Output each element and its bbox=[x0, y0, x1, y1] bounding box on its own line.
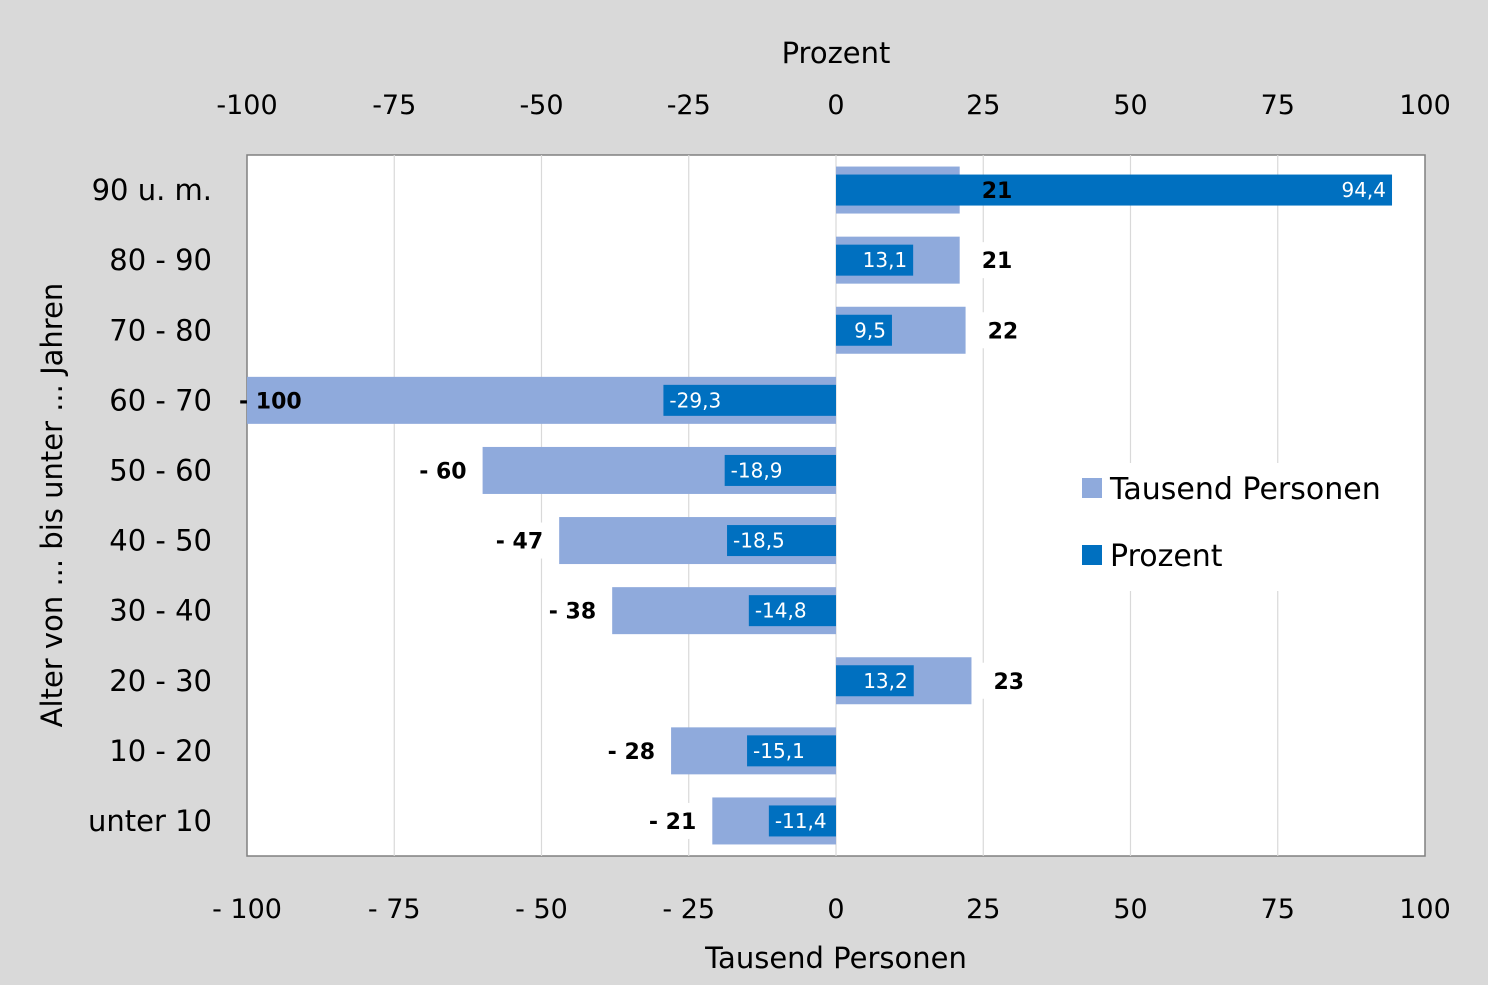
top-tick-label: -100 bbox=[216, 90, 277, 121]
category-label: 90 u. m. bbox=[92, 173, 212, 207]
top-tick-label: -50 bbox=[519, 90, 563, 121]
bar-prozent bbox=[747, 735, 836, 767]
bottom-tick-label: - 25 bbox=[662, 894, 715, 925]
data-label-prozent: -14,8 bbox=[755, 599, 807, 623]
bar-prozent bbox=[727, 525, 836, 557]
data-label-prozent: -15,1 bbox=[753, 739, 805, 763]
data-label-background bbox=[542, 592, 605, 629]
category-label: 10 - 20 bbox=[109, 734, 212, 768]
legend: Tausend Personen Prozent bbox=[1068, 463, 1400, 591]
bottom-axis-title: Tausend Personen bbox=[704, 941, 967, 975]
data-label-background bbox=[601, 732, 664, 769]
bottom-tick-label: 0 bbox=[827, 894, 844, 925]
category-label: unter 10 bbox=[88, 804, 212, 838]
data-label-tausend: 21 bbox=[982, 179, 1013, 204]
data-label-tausend: 22 bbox=[988, 319, 1019, 344]
data-label-background bbox=[967, 242, 1030, 279]
data-label-prozent: 9,5 bbox=[854, 318, 886, 342]
top-tick-label: -25 bbox=[667, 90, 711, 121]
category-label: 20 - 30 bbox=[109, 664, 212, 698]
bar-prozent bbox=[724, 454, 836, 486]
data-label-background bbox=[489, 522, 552, 559]
bar-prozent bbox=[836, 314, 892, 346]
bottom-tick-label: - 75 bbox=[368, 894, 421, 925]
top-tick-label: 75 bbox=[1261, 90, 1295, 121]
top-tick-label: 25 bbox=[966, 90, 1000, 121]
data-label-tausend: 23 bbox=[993, 670, 1024, 695]
top-axis-title: Prozent bbox=[782, 36, 891, 70]
bar-prozent bbox=[748, 595, 836, 627]
data-label-tausend: - 21 bbox=[649, 810, 696, 835]
bottom-tick-label: - 50 bbox=[515, 894, 568, 925]
legend-label: Tausend Personen bbox=[1109, 472, 1381, 507]
legend-swatch bbox=[1082, 545, 1102, 565]
data-label-tausend: - 100 bbox=[239, 389, 302, 414]
top-tick-label: 0 bbox=[827, 90, 844, 121]
category-label: 50 - 60 bbox=[109, 453, 212, 487]
data-label-tausend: 21 bbox=[982, 249, 1013, 274]
bar-prozent bbox=[836, 244, 914, 276]
bar-prozent bbox=[836, 665, 914, 697]
category-label: 40 - 50 bbox=[109, 524, 212, 558]
top-tick-label: 100 bbox=[1399, 90, 1451, 121]
bar-prozent bbox=[768, 805, 836, 837]
legend-label: Prozent bbox=[1110, 539, 1223, 574]
legend-swatch bbox=[1082, 478, 1102, 498]
data-label-prozent: -18,5 bbox=[733, 529, 785, 553]
y-axis-title: Alter von ... bis unter ... Jahren bbox=[35, 283, 69, 728]
top-tick-label: 50 bbox=[1113, 90, 1147, 121]
category-label: 70 - 80 bbox=[109, 313, 212, 347]
bottom-tick-label: 25 bbox=[966, 894, 1000, 925]
data-label-prozent: -29,3 bbox=[669, 388, 721, 412]
data-label-prozent: -18,9 bbox=[731, 458, 783, 482]
data-label-background bbox=[642, 802, 705, 839]
bar-prozent bbox=[836, 174, 1393, 206]
bottom-tick-label: 75 bbox=[1261, 894, 1295, 925]
data-label-background bbox=[979, 662, 1042, 699]
category-label: 30 - 40 bbox=[109, 594, 212, 628]
data-label-background bbox=[973, 312, 1036, 349]
category-label: 60 - 70 bbox=[109, 383, 212, 417]
category-label: 80 - 90 bbox=[109, 243, 212, 277]
data-label-tausend: - 28 bbox=[608, 740, 655, 765]
data-label-tausend: - 38 bbox=[549, 600, 596, 625]
top-tick-label: -75 bbox=[372, 90, 416, 121]
data-label-prozent: -11,4 bbox=[775, 809, 827, 833]
data-label-tausend: - 60 bbox=[419, 459, 466, 484]
data-label-tausend: - 47 bbox=[496, 530, 543, 555]
data-label-prozent: 13,2 bbox=[863, 669, 908, 693]
bottom-tick-label: - 100 bbox=[212, 894, 282, 925]
bottom-tick-label: 50 bbox=[1113, 894, 1147, 925]
bar-prozent bbox=[663, 384, 836, 416]
data-label-prozent: 13,1 bbox=[863, 248, 908, 272]
legend-background bbox=[1068, 463, 1400, 591]
bottom-tick-label: 100 bbox=[1399, 894, 1451, 925]
data-label-background bbox=[412, 452, 475, 489]
data-label-prozent: 94,4 bbox=[1341, 178, 1386, 202]
